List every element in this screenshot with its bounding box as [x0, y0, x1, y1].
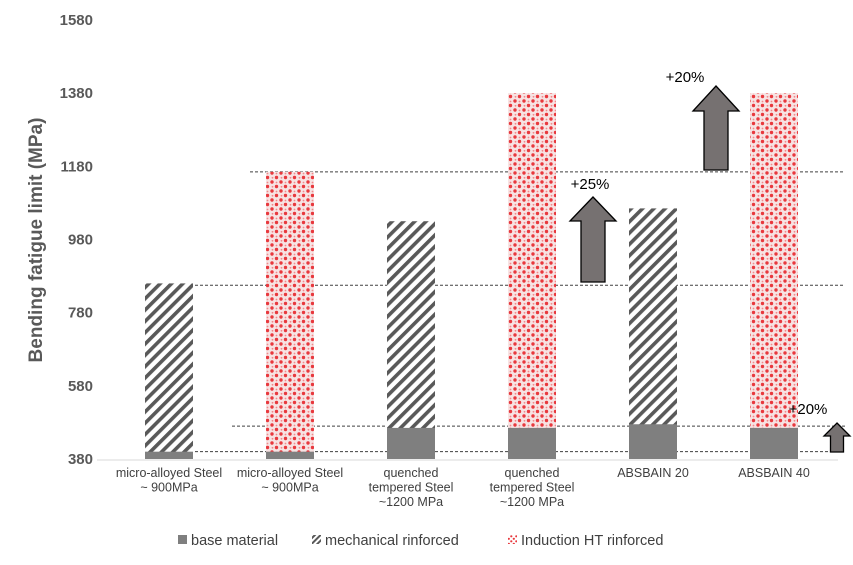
bar-induction-ht-rinforced [266, 171, 314, 459]
y-axis-ticks: 380 580 780 980 1180 1380 1580 [60, 12, 93, 468]
bars [145, 93, 798, 460]
legend-swatch [178, 535, 187, 544]
bar-base-material [508, 427, 556, 459]
bar-mechanical-rinforced [145, 283, 193, 459]
y-tick-label: 580 [68, 378, 93, 395]
y-tick-label: 1380 [60, 85, 93, 102]
up-arrow-icon [691, 85, 741, 171]
x-category-label: micro-alloyed Steel ~ 900MPa [237, 466, 343, 495]
x-axis-categories: micro-alloyed Steel ~ 900MPa micro-alloyed… [116, 466, 810, 509]
reference-lines [145, 171, 845, 453]
bar-base-material [387, 427, 435, 459]
percent-annotation: +20% [666, 69, 705, 86]
x-category-label: ABSBAIN 40 [738, 466, 810, 480]
up-arrow-icon [822, 422, 852, 453]
legend: base material mechanical rinforced Inducti… [178, 533, 663, 549]
up-arrow-icon [568, 196, 618, 283]
bar-base-material [145, 451, 193, 459]
legend-label: mechanical rinforced [325, 533, 459, 549]
x-category-label: micro-alloyed Steel ~ 900MPa [116, 466, 222, 495]
bar-base-material [750, 427, 798, 459]
percent-annotation: +20% [789, 401, 828, 418]
y-axis-label: Bending fatigue limit (MPa) [26, 118, 47, 363]
legend-swatch [312, 535, 321, 544]
percent-annotation: +25% [571, 176, 610, 193]
x-category-label: ABSBAIN 20 [617, 466, 689, 480]
legend-label: Induction HT rinforced [521, 533, 663, 549]
y-tick-label: 1580 [60, 12, 93, 29]
y-tick-label: 980 [68, 232, 93, 249]
bar-base-material [629, 424, 677, 459]
y-tick-label: 1180 [60, 158, 93, 175]
bar-induction-ht-rinforced [750, 93, 798, 460]
y-tick-label: 780 [68, 305, 93, 322]
bar-induction-ht-rinforced [508, 93, 556, 460]
bar-base-material [266, 451, 314, 459]
x-category-label: quenched tempered Steel ~1200 MPa [369, 466, 454, 509]
legend-label: base material [191, 533, 278, 549]
x-category-label: quenched tempered Steel ~1200 MPa [490, 466, 575, 509]
annotation-arrows: +25% +20% +20% [568, 69, 852, 453]
legend-swatch [508, 535, 517, 544]
y-tick-label: 380 [68, 451, 93, 468]
bar-mechanical-rinforced [629, 208, 677, 459]
bar-mechanical-rinforced [387, 221, 435, 459]
